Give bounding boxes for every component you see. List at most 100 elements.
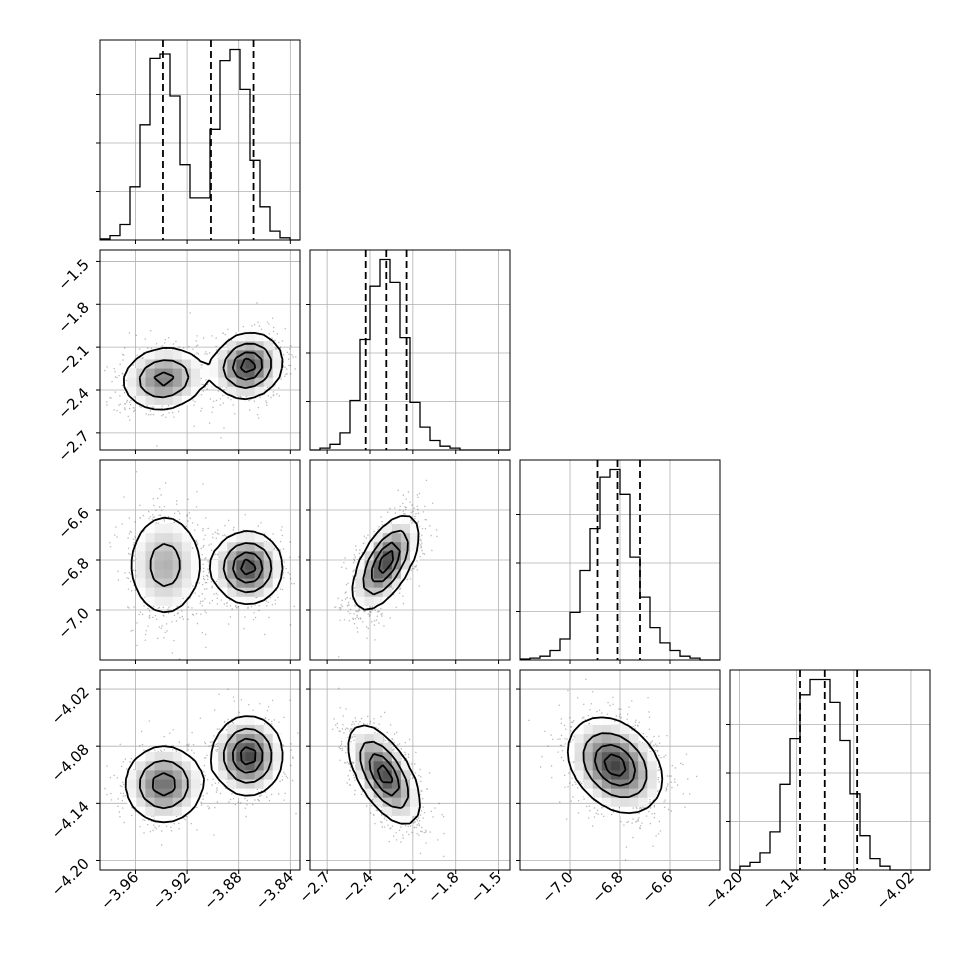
density-cell [172, 541, 183, 552]
density-cell [145, 368, 155, 378]
density-3-2-frame [519, 669, 721, 871]
density-panel-3-1 [306, 669, 511, 874]
density-cell [601, 733, 612, 744]
x-tick-label: −2.1 [381, 868, 419, 906]
density-cell [218, 733, 228, 744]
density-cell [236, 779, 246, 789]
density-cell [163, 550, 174, 561]
density-cell [245, 788, 255, 798]
density-cell [620, 806, 630, 816]
density-cell [181, 395, 192, 405]
density-cell [364, 578, 375, 588]
density-cell [382, 532, 393, 543]
density-cell [190, 550, 201, 561]
density-cell [263, 569, 274, 579]
density-cell [227, 560, 237, 570]
hist-1-frame [309, 249, 511, 451]
density-cell [136, 386, 146, 396]
density-cell [136, 806, 146, 816]
contour-level-0 [566, 716, 664, 814]
density-cell [592, 751, 603, 762]
contour-level-2 [232, 551, 264, 584]
density-cell [592, 788, 603, 798]
density-cell [154, 806, 165, 816]
density-cell [236, 560, 246, 570]
density-cell [592, 715, 603, 725]
density-cell [236, 569, 246, 579]
density-cell [227, 724, 237, 735]
density-cell [245, 350, 255, 360]
density-cell [218, 550, 228, 561]
density-cell [254, 587, 265, 597]
density-cell [245, 596, 255, 606]
density-cell [245, 733, 255, 744]
density-cell [263, 760, 274, 771]
density-cell [136, 560, 146, 570]
density-cell [638, 770, 648, 780]
density-cell [172, 532, 183, 543]
density-cell [620, 742, 630, 753]
density-cell [154, 797, 165, 807]
density-cell [181, 386, 192, 396]
density-cell [382, 742, 393, 753]
density-cell [172, 368, 183, 378]
density-cell [209, 751, 219, 762]
density-cell [620, 751, 630, 762]
density-cell [218, 578, 228, 588]
density-cell [163, 797, 174, 807]
density-1-0-frame [99, 249, 301, 451]
density-cell [382, 560, 393, 570]
density-cell [190, 386, 201, 396]
density-cell [364, 560, 375, 570]
density-cell [263, 742, 274, 753]
x-tick-label: −4.14 [758, 868, 803, 913]
histogram-2 [520, 468, 720, 661]
density-cell [163, 350, 174, 360]
density-cell [382, 751, 393, 762]
contour-level-0 [130, 516, 284, 614]
density-cell [136, 760, 146, 771]
density-cell [154, 395, 165, 405]
density-cell [218, 770, 228, 780]
density-cell [181, 569, 192, 579]
density-cell [254, 550, 265, 561]
density-cell [181, 532, 192, 543]
density-cell [400, 523, 411, 534]
density-cell [254, 578, 265, 588]
density-cell [181, 560, 192, 570]
density-cell [172, 788, 183, 798]
density-cell [355, 760, 365, 771]
density-cell [136, 797, 146, 807]
hist-panel-1 [306, 249, 511, 454]
density-cell [410, 532, 420, 543]
density-cell [163, 596, 174, 606]
density-cell [263, 779, 274, 789]
density-cell [263, 340, 274, 351]
density-cell [145, 596, 155, 606]
contour-level-3 [378, 549, 394, 574]
density-cell [245, 386, 255, 396]
density-cell [190, 797, 201, 807]
density-cell [272, 733, 283, 744]
density-cell [163, 560, 174, 570]
x-tick-label: −3.84 [252, 868, 297, 913]
density-cell [364, 742, 375, 753]
density-cell [263, 724, 274, 735]
density-cell [163, 532, 174, 543]
y-tick-label: −6.8 [54, 554, 92, 592]
density-cell [145, 523, 155, 534]
density-cell [245, 377, 255, 387]
density-cell [254, 560, 265, 570]
histogram-0 [100, 48, 300, 241]
density-cell [154, 751, 165, 762]
density-cell [263, 770, 274, 780]
density-cell [373, 532, 384, 543]
density-cell [574, 751, 585, 762]
density-cell [245, 760, 255, 771]
density-cell [601, 742, 612, 753]
density-cell [610, 742, 621, 753]
density-cell [410, 779, 420, 789]
density-cell [145, 377, 155, 387]
y-tick-label: −1.5 [54, 256, 92, 294]
